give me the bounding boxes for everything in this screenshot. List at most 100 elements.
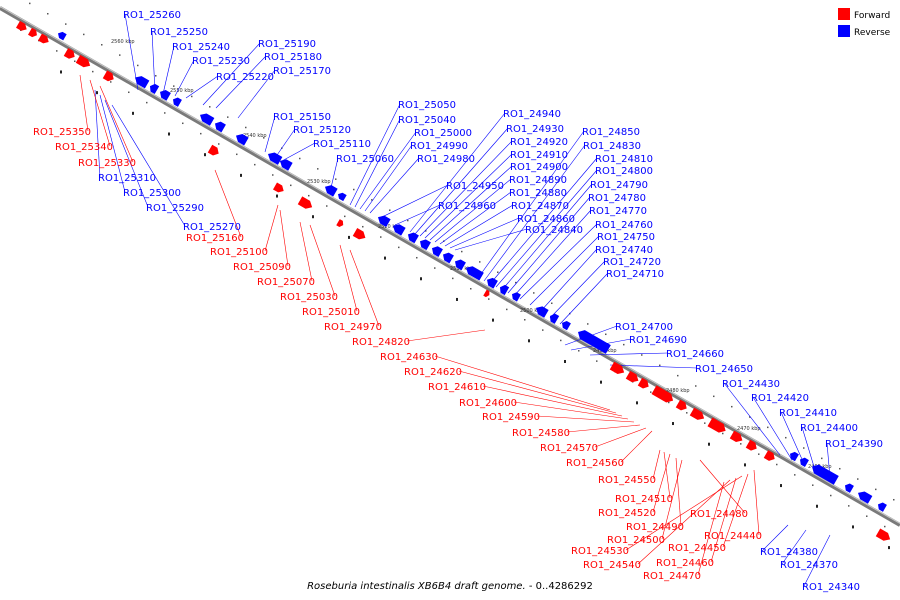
- scale-dot: [146, 101, 148, 104]
- scale-dot: [308, 194, 310, 197]
- scale-dot: [191, 95, 193, 98]
- reverse-gene-label: RO1_24740: [595, 245, 653, 256]
- scale-mark: [168, 132, 170, 136]
- forward-gene-arrow: [28, 27, 37, 38]
- scale-tick-label: 2480 kbp: [666, 388, 690, 394]
- scale-dot: [362, 225, 364, 228]
- reverse-leader-line: [414, 127, 509, 235]
- forward-gene-label: RO1_24970: [324, 322, 382, 333]
- scale-dot: [506, 308, 508, 311]
- scale-mark: [240, 173, 242, 177]
- reverse-leader-line: [781, 529, 807, 565]
- scale-dot: [128, 91, 130, 94]
- forward-gene-label: RO1_24550: [598, 475, 656, 486]
- reverse-leader-line: [111, 104, 186, 227]
- forward-leader-line: [299, 221, 313, 282]
- reverse-leader-line: [507, 196, 591, 294]
- forward-gene-label: RO1_24600: [459, 398, 517, 409]
- reverse-leader-line: [454, 228, 528, 251]
- scale-dot: [164, 112, 166, 114]
- scale-dot: [596, 360, 598, 362]
- reverse-leader-line: [803, 534, 831, 587]
- scale-dot: [101, 44, 103, 46]
- scale-dot: [722, 432, 724, 435]
- scale-dot: [704, 422, 706, 424]
- forward-leader-line: [214, 169, 242, 238]
- reverse-leader-line: [409, 112, 506, 233]
- reverse-leader-line: [394, 204, 441, 226]
- scale-mark: [132, 111, 134, 115]
- forward-gene-arrow: [207, 144, 219, 156]
- reverse-gene-label: RO1_24410: [779, 408, 837, 419]
- reverse-gene-arrow: [280, 159, 293, 171]
- forward-leader-line: [458, 370, 617, 414]
- reverse-leader-line: [761, 524, 789, 552]
- scale-dot: [785, 436, 787, 439]
- scale-mark: [384, 256, 386, 260]
- forward-leader-line: [652, 449, 661, 480]
- reverse-gene-label: RO1_24880: [509, 188, 567, 199]
- reverse-gene-arrow: [455, 259, 466, 271]
- scale-dot: [866, 515, 868, 517]
- reverse-leader-line: [801, 426, 816, 471]
- reverse-leader-line: [359, 131, 417, 210]
- reverse-leader-line: [174, 59, 195, 97]
- forward-gene-label: RO1_25160: [186, 233, 244, 244]
- reverse-gene-label: RO1_24870: [511, 201, 569, 212]
- scale-tick-label: 2470 kbp: [737, 426, 761, 432]
- reverse-leader-line: [439, 191, 512, 245]
- reverse-gene-label: RO1_24370: [780, 560, 838, 571]
- label-leader-lines: [79, 13, 831, 587]
- legend-forward-label: Forward: [854, 11, 890, 21]
- scale-dot: [407, 219, 409, 222]
- reverse-gene-arrow: [443, 252, 454, 264]
- reverse-leader-line: [519, 223, 598, 300]
- forward-gene-arrow: [637, 377, 649, 389]
- reverse-gene-label: RO1_24650: [695, 364, 753, 375]
- forward-gene-arrow: [875, 528, 891, 541]
- reverse-leader-line: [483, 144, 586, 282]
- scale-dot: [299, 157, 301, 160]
- gene-features: [16, 20, 891, 541]
- reverse-gene-arrow: [562, 320, 571, 331]
- reverse-gene-label: RO1_24790: [590, 180, 648, 191]
- reverse-gene-label: RO1_25260: [123, 10, 181, 21]
- forward-leader-line: [99, 85, 134, 163]
- reverse-gene-label: RO1_24930: [506, 124, 564, 135]
- reverse-gene-label: RO1_24800: [595, 166, 653, 177]
- reverse-gene-label: RO1_24910: [510, 150, 568, 161]
- reverse-leader-line: [354, 118, 401, 208]
- caption-title: Roseburia intestinalis XB6B4 draft genom…: [307, 581, 526, 592]
- forward-leader-line: [309, 224, 336, 297]
- reverse-gene-arrow: [790, 451, 799, 462]
- reverse-gene-arrow: [487, 277, 498, 289]
- forward-leader-line: [675, 457, 682, 527]
- scale-dot: [353, 188, 355, 191]
- forward-gene-label: RO1_24480: [690, 509, 748, 520]
- scale-dot: [821, 457, 823, 460]
- scale-dot: [641, 354, 643, 356]
- reverse-gene-label: RO1_24390: [825, 439, 883, 450]
- reverse-gene-arrow: [215, 121, 226, 133]
- reverse-gene-label: RO1_25300: [123, 188, 181, 199]
- scale-dot: [461, 250, 463, 253]
- reverse-gene-label: RO1_24850: [582, 127, 640, 138]
- forward-leader-line: [697, 481, 725, 576]
- forward-gene-arrow: [689, 407, 705, 420]
- reverse-gene-arrow: [268, 152, 283, 165]
- scale-dot: [398, 246, 400, 249]
- reverse-leader-line: [104, 99, 149, 208]
- scale-tick-label: 2530 kbp: [307, 179, 331, 185]
- forward-gene-label: RO1_24500: [607, 535, 665, 546]
- reverse-gene-label: RO1_24860: [517, 214, 575, 225]
- scale-dot: [173, 85, 175, 87]
- scale-dot: [389, 209, 391, 211]
- reverse-leader-line: [529, 235, 600, 306]
- forward-gene-label: RO1_24610: [428, 382, 486, 393]
- reverse-gene-label: RO1_24720: [603, 257, 661, 268]
- reverse-leader-line: [589, 352, 669, 356]
- scale-mark: [60, 70, 62, 74]
- reverse-leader-line: [501, 183, 593, 291]
- reverse-leader-line: [434, 178, 512, 243]
- scale-mark: [816, 504, 818, 508]
